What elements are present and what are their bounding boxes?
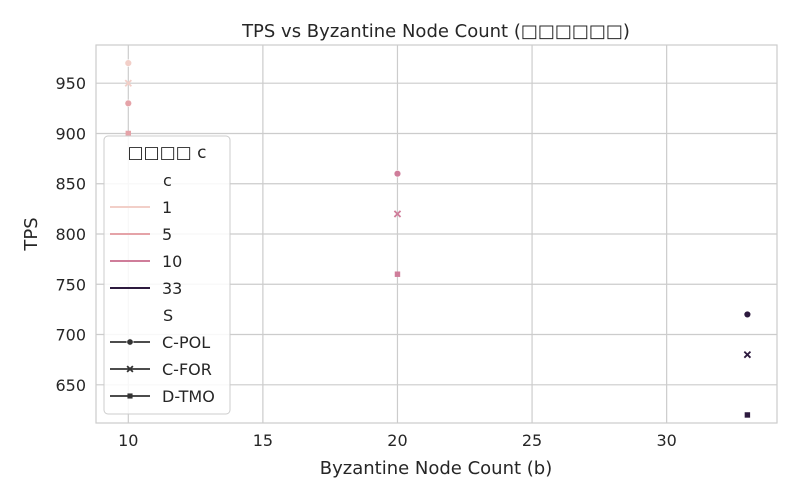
- legend-marker: [127, 393, 133, 399]
- data-point: [124, 99, 133, 108]
- legend-label: 33: [162, 279, 182, 298]
- legend-box: [103, 135, 231, 415]
- data-point: [124, 79, 132, 87]
- legend-label: 1: [162, 198, 172, 217]
- data-point: [394, 271, 401, 277]
- x-tick-label: 20: [387, 431, 407, 450]
- legend-label: C-POL: [162, 333, 210, 352]
- x-tick-label: 10: [118, 431, 138, 450]
- data-point: [743, 350, 752, 359]
- legend-style-title: S: [163, 306, 173, 325]
- legend: □□□□ c c 1 5 10 33 S C-POL C-FOR D-TMO: [103, 135, 231, 415]
- y-tick-label: 850: [55, 175, 86, 194]
- data-point: [124, 59, 133, 67]
- data-point: [393, 210, 402, 218]
- y-tick-label: 950: [55, 74, 86, 93]
- data-points: [124, 59, 752, 418]
- x-axis-label: Byzantine Node Count (b): [320, 458, 553, 479]
- data-point: [743, 310, 752, 319]
- y-axis-label: TPS: [21, 217, 42, 251]
- y-tick-label: 750: [55, 275, 86, 294]
- x-tick-label: 30: [656, 431, 676, 450]
- y-tick-label: 700: [55, 326, 86, 345]
- y-tick-label: 900: [55, 124, 86, 143]
- data-point: [393, 169, 402, 178]
- x-tick-label: 25: [522, 431, 542, 450]
- y-tick-label: 800: [55, 225, 86, 244]
- data-point: [744, 412, 751, 418]
- y-tick-label: 650: [55, 376, 86, 395]
- legend-label: C-FOR: [162, 360, 212, 379]
- legend-marker: [126, 365, 134, 373]
- legend-label: D-TMO: [162, 387, 215, 406]
- legend-label: 10: [162, 252, 182, 271]
- legend-title: □□□□ c: [128, 143, 207, 163]
- legend-hue-title: c: [163, 171, 172, 190]
- legend-marker: [126, 338, 134, 346]
- chart-title: TPS vs Byzantine Node Count (□□□□□□): [241, 21, 630, 42]
- x-tick-label: 15: [253, 431, 273, 450]
- data-point: [125, 130, 132, 137]
- legend-label: 5: [162, 225, 172, 244]
